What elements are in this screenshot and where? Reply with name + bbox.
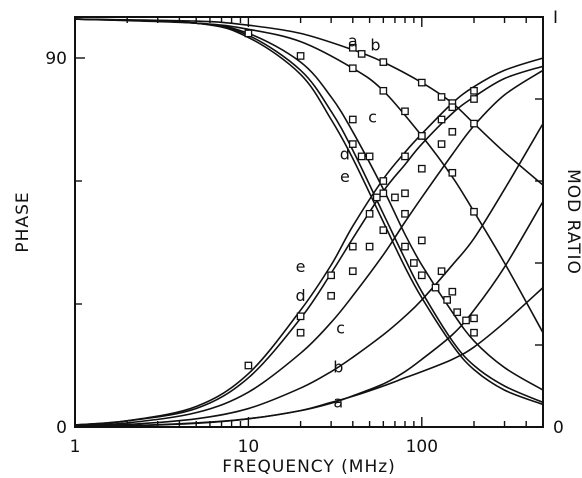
marker-phase-b-1 (379, 86, 388, 95)
curve-phase-e-4 (74, 18, 544, 406)
marker-mod-ratio-d-7 (437, 140, 446, 148)
y-right-tick-label-1: I (553, 8, 558, 28)
marker-phase-a-3 (417, 78, 426, 87)
curve-phase-d-3 (74, 18, 544, 404)
marker-mod-ratio-e-1 (296, 312, 305, 321)
marker-mod-ratio-e-5 (379, 189, 388, 198)
marker-phase-a-2 (379, 58, 388, 66)
marker-phase-e-0 (244, 29, 253, 38)
ticks-layer: 1 10 100 0 90 0 I (45, 8, 563, 457)
curve-mod-ratio-b-8 (74, 123, 544, 427)
marker-mod-ratio-e-2 (327, 271, 335, 280)
y-axis-right-label: MOD RATIO (563, 169, 582, 275)
marker-mod-ratio-d-0 (296, 328, 305, 337)
curve-label-a-0: a (348, 32, 358, 51)
curve-phase-c-2 (74, 18, 544, 391)
x-tick-label-2: 100 (406, 437, 438, 457)
marker-mod-ratio-d-6 (417, 164, 426, 173)
curve-label-b-1: b (370, 36, 380, 55)
curve-label-e-4: e (340, 167, 350, 186)
marker-phase-d-8 (453, 308, 462, 317)
marker-phase-c-3 (401, 209, 409, 218)
x-axis-label: FREQUENCY (MHz) (222, 457, 396, 477)
marker-mod-ratio-e-9 (448, 103, 457, 112)
markers-layer (244, 29, 478, 370)
marker-mod-ratio-d-1 (327, 291, 335, 300)
plot-frame (74, 16, 544, 428)
y-left-tick-label-0: 0 (56, 418, 67, 438)
marker-mod-ratio-d-3 (365, 242, 374, 251)
curve-label-b-8: b (333, 358, 343, 377)
marker-mod-ratio-d-5 (401, 189, 409, 198)
marker-phase-d-4 (410, 259, 418, 267)
marker-phase-a-4 (437, 93, 446, 101)
y-right-tick-label-0: 0 (553, 418, 564, 438)
marker-phase-b-5 (470, 207, 478, 216)
marker-phase-d-3 (401, 242, 409, 251)
marker-phase-e-1 (296, 52, 305, 60)
marker-phase-c-2 (391, 193, 399, 202)
marker-phase-a-0 (348, 43, 357, 52)
curve-mod-ratio-c-7 (74, 69, 544, 427)
marker-mod-ratio-e-8 (437, 115, 446, 124)
marker-phase-d-6 (431, 283, 440, 292)
frame-layer (74, 16, 544, 428)
marker-mod-ratio-e-7 (417, 132, 426, 140)
curve-label-d-3: d (340, 144, 350, 163)
marker-phase-e-2 (348, 115, 357, 124)
marker-mod-ratio-d-2 (348, 267, 357, 276)
marker-phase-d-10 (470, 328, 478, 337)
curve-label-c-7: c (336, 319, 345, 338)
curve-phase-a-0 (74, 18, 544, 186)
curves-layer (74, 18, 544, 428)
marker-phase-a-6 (470, 119, 478, 128)
marker-phase-d-9 (462, 316, 470, 325)
curve-phase-b-1 (74, 18, 544, 334)
curve-label-c-2: c (368, 107, 377, 126)
marker-mod-ratio-d-8 (448, 127, 457, 136)
marker-phase-b-4 (448, 168, 457, 177)
marker-mod-ratio-e-4 (365, 209, 374, 218)
marker-phase-d-2 (372, 193, 381, 202)
marker-phase-a-1 (357, 50, 366, 58)
curve-label-e-5: e (296, 257, 306, 276)
marker-phase-c-6 (448, 287, 457, 296)
y-axis-left-label: PHASE (13, 191, 33, 252)
marker-phase-c-1 (379, 177, 388, 185)
marker-mod-ratio-e-3 (348, 242, 357, 251)
marker-phase-d-5 (417, 271, 426, 280)
curve-mod-ratio-unlabeled-10 (74, 201, 544, 428)
marker-phase-c-5 (437, 267, 446, 276)
marker-mod-ratio-e-0 (244, 361, 253, 370)
marker-phase-c-4 (417, 236, 426, 245)
labels-layer: FREQUENCY (MHz) PHASE MOD RATIO (13, 169, 582, 477)
marker-mod-ratio-e-6 (401, 152, 409, 161)
x-tick-label-1: 10 (238, 437, 260, 457)
curve-label-d-6: d (296, 286, 306, 305)
marker-phase-c-7 (470, 314, 478, 323)
marker-phase-b-2 (401, 107, 409, 116)
marker-phase-c-0 (365, 152, 374, 161)
marker-phase-d-0 (348, 140, 357, 148)
marker-phase-d-1 (357, 152, 366, 161)
marker-mod-ratio-d-9 (470, 95, 478, 103)
y-left-tick-label-1: 90 (45, 49, 67, 69)
curve-label-a-9: a (333, 392, 343, 411)
marker-mod-ratio-e-10 (470, 86, 478, 95)
marker-phase-d-7 (443, 296, 451, 304)
marker-phase-b-0 (348, 64, 357, 73)
x-tick-label-0: 1 (70, 437, 81, 457)
marker-mod-ratio-d-4 (379, 226, 388, 235)
